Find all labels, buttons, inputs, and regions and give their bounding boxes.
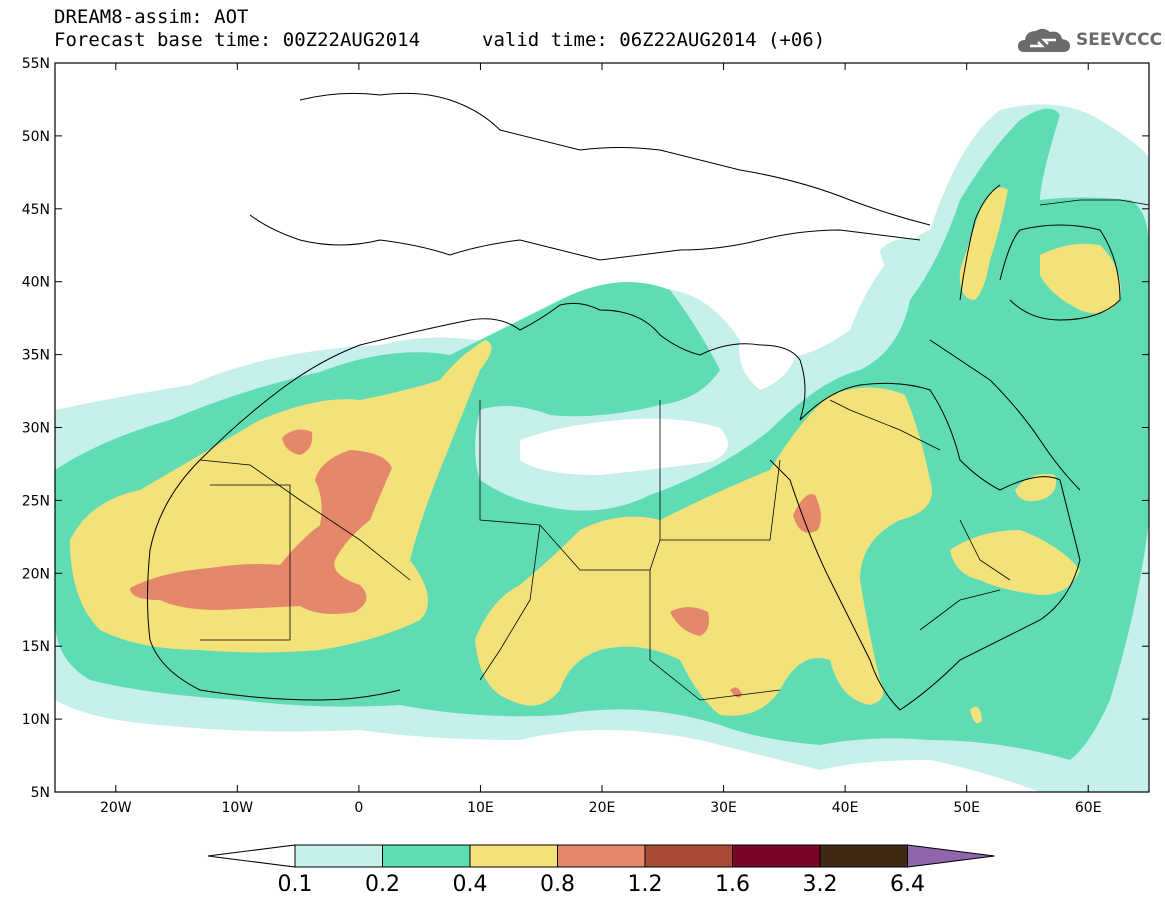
y-tick-label: 40N <box>22 275 50 291</box>
colorbar-box <box>557 844 646 868</box>
colorbar-low-arrow <box>207 844 296 868</box>
y-tick-label: 35N <box>22 348 50 364</box>
y-tick-label: 30N <box>22 421 50 437</box>
forecast-base-time: Forecast base time: 00Z22AUG2014 <box>54 29 421 51</box>
colorbar-box <box>732 844 821 868</box>
cloud-logo-icon <box>1018 28 1070 52</box>
colorbar-label: 0.2 <box>365 872 400 897</box>
colorbar-labels: 0.1 0.2 0.4 0.8 1.2 1.6 3.2 6.4 <box>278 872 926 897</box>
x-tick-label: 10E <box>467 800 494 816</box>
coastlines <box>147 92 1121 711</box>
y-tick-label: 50N <box>22 129 50 145</box>
y-tick-label: 5N <box>31 785 50 801</box>
y-tick-label: 10N <box>22 712 50 728</box>
y-tick-label: 25N <box>22 493 50 509</box>
y-tick-label: 55N <box>22 56 50 72</box>
y-tick-label: 20N <box>22 566 50 582</box>
x-tick-label: 60E <box>1075 800 1102 816</box>
colorbar-label: 1.2 <box>628 872 663 897</box>
x-tick-label: 0 <box>354 800 363 816</box>
colorbar-boxes <box>207 844 995 868</box>
colorbar-box <box>819 844 908 868</box>
colorbar-box <box>469 844 558 868</box>
colorbar-label: 3.2 <box>803 872 838 897</box>
colorbar-high-arrow <box>907 844 995 868</box>
colorbar-box <box>382 844 471 868</box>
valid-time: valid time: 06Z22AUG2014 (+06) <box>482 29 826 51</box>
x-tick-label: 20E <box>589 800 616 816</box>
colorbar-label: 0.4 <box>453 872 488 897</box>
colorbar-box <box>294 844 383 868</box>
y-axis: 55N 50N 45N 40N 35N 30N 25N 20N 15N 10N 5N <box>22 56 1149 801</box>
y-tick-label: 15N <box>22 639 50 655</box>
x-axis: 20W 10W 0 10E 20E 30E 40E 50E 60E <box>100 63 1102 816</box>
colorbar-label: 0.1 <box>278 872 313 897</box>
y-tick-label: 45N <box>22 202 50 218</box>
x-tick-label: 10W <box>221 800 253 816</box>
aot-clear-area <box>520 336 800 475</box>
x-tick-label: 50E <box>953 800 980 816</box>
x-tick-label: 20W <box>100 800 132 816</box>
aot-band-0.8 <box>130 429 821 698</box>
country-borders <box>199 199 1149 701</box>
x-tick-label: 30E <box>710 800 737 816</box>
map-title: DREAM8-assim: AOT <box>54 6 249 28</box>
logo-text: SEEVCCC <box>1076 30 1163 50</box>
colorbar-label: 1.6 <box>715 872 750 897</box>
x-tick-label: 40E <box>832 800 859 816</box>
colorbar-label: 6.4 <box>890 872 925 897</box>
colorbar-label: 0.8 <box>540 872 575 897</box>
colorbar-box <box>644 844 733 868</box>
aot-fields <box>55 104 1149 792</box>
